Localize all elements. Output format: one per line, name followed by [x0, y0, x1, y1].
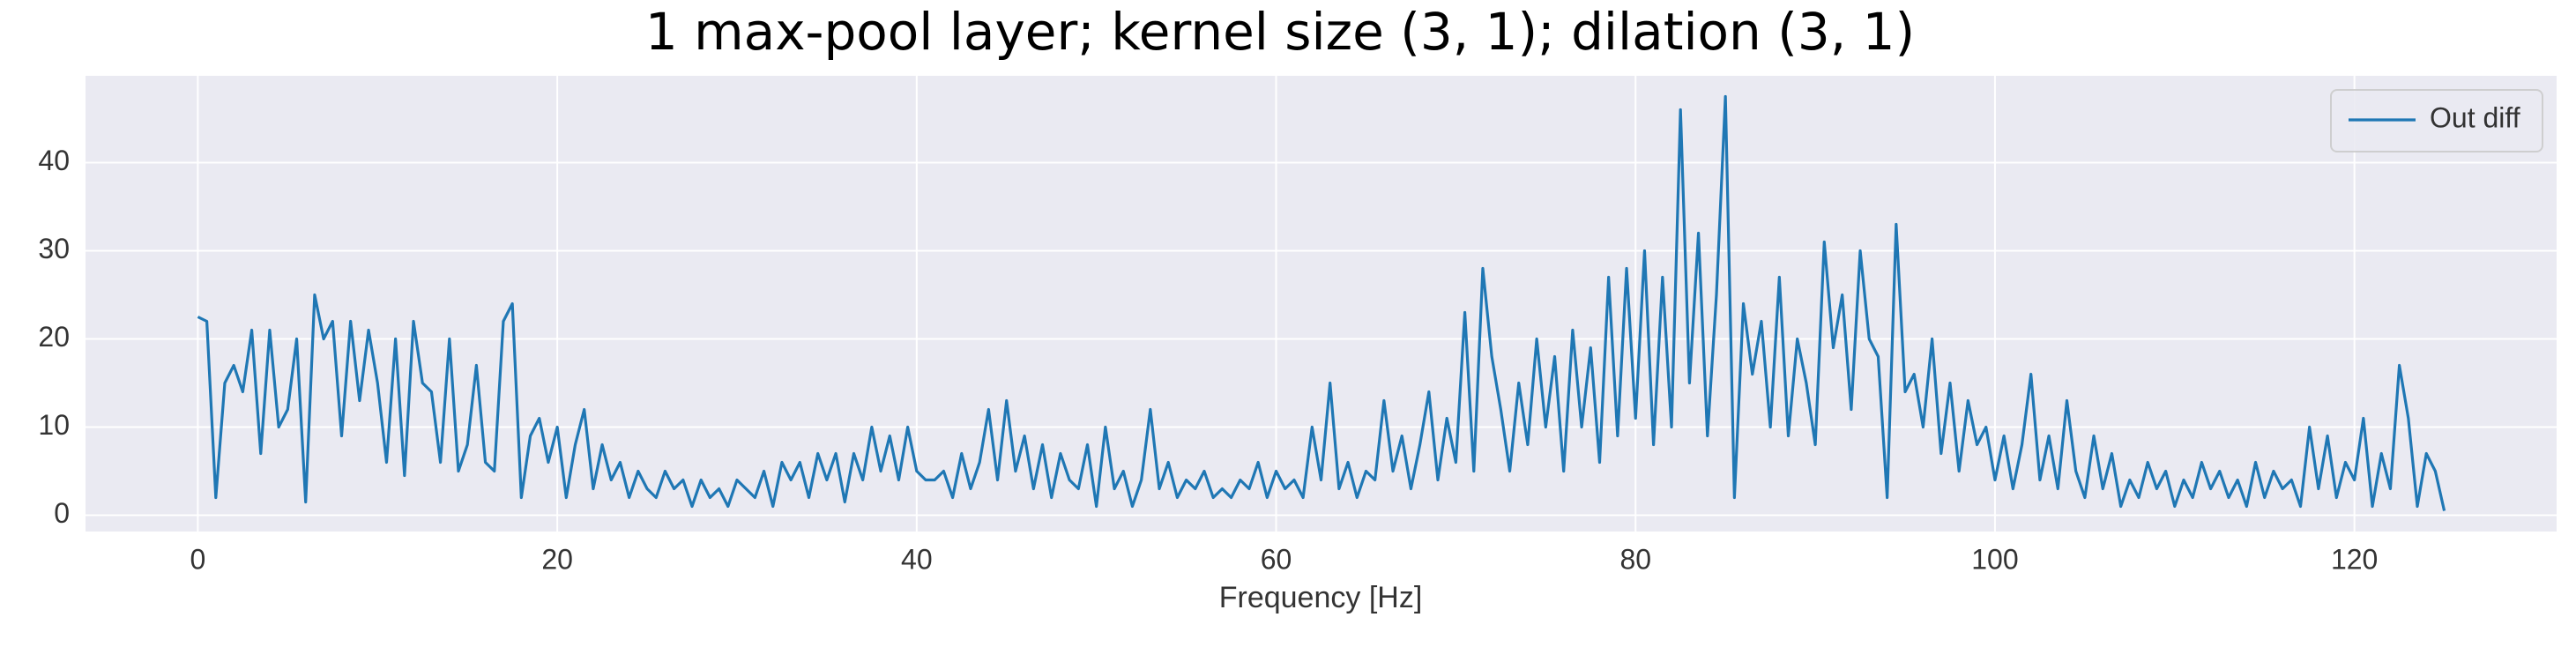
legend-box	[2330, 89, 2543, 152]
chart-title: 1 max-pool layer; kernel size (3, 1); di…	[645, 2, 1915, 62]
y-tick-label: 0	[54, 497, 70, 529]
x-tick-label: 40	[901, 543, 933, 575]
plot-area	[86, 76, 2557, 532]
legend-label: Out diff	[2430, 101, 2520, 133]
y-tick-label: 20	[38, 321, 70, 353]
y-tick-label: 10	[38, 409, 70, 441]
x-tick-label: 20	[541, 543, 573, 575]
data-line	[197, 94, 2446, 511]
x-axis-label: Frequency [Hz]	[1219, 581, 1423, 614]
x-tick-label: 0	[190, 543, 206, 575]
x-tick-label: 100	[1971, 543, 2018, 575]
x-tick-label: 60	[1261, 543, 1292, 575]
y-tick-label: 40	[38, 145, 70, 176]
y-tick-label: 30	[38, 233, 70, 264]
x-tick-label: 120	[2331, 543, 2378, 575]
legend: Out diff	[2330, 89, 2543, 152]
x-tick-label: 80	[1619, 543, 1651, 575]
